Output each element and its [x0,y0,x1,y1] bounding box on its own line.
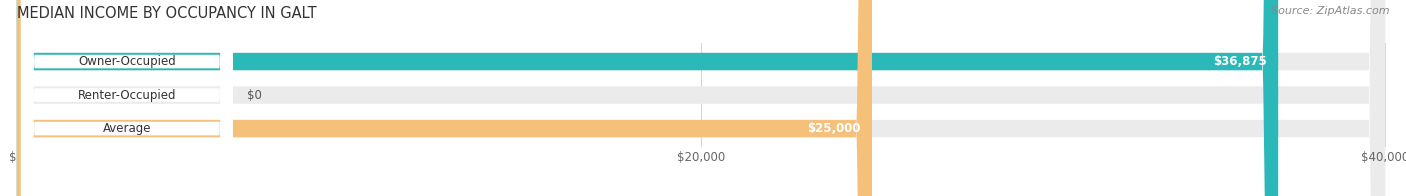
FancyBboxPatch shape [17,0,1278,196]
Text: Average: Average [103,122,152,135]
Text: MEDIAN INCOME BY OCCUPANCY IN GALT: MEDIAN INCOME BY OCCUPANCY IN GALT [17,6,316,21]
Text: Source: ZipAtlas.com: Source: ZipAtlas.com [1271,6,1389,16]
Text: $25,000: $25,000 [807,122,860,135]
FancyBboxPatch shape [21,0,233,196]
Text: $36,875: $36,875 [1213,55,1267,68]
FancyBboxPatch shape [17,0,1385,196]
FancyBboxPatch shape [17,0,872,196]
FancyBboxPatch shape [21,0,233,196]
FancyBboxPatch shape [21,0,233,196]
Text: Renter-Occupied: Renter-Occupied [77,89,176,102]
FancyBboxPatch shape [17,0,1385,196]
Text: Owner-Occupied: Owner-Occupied [79,55,176,68]
Text: $0: $0 [246,89,262,102]
FancyBboxPatch shape [17,0,1385,196]
